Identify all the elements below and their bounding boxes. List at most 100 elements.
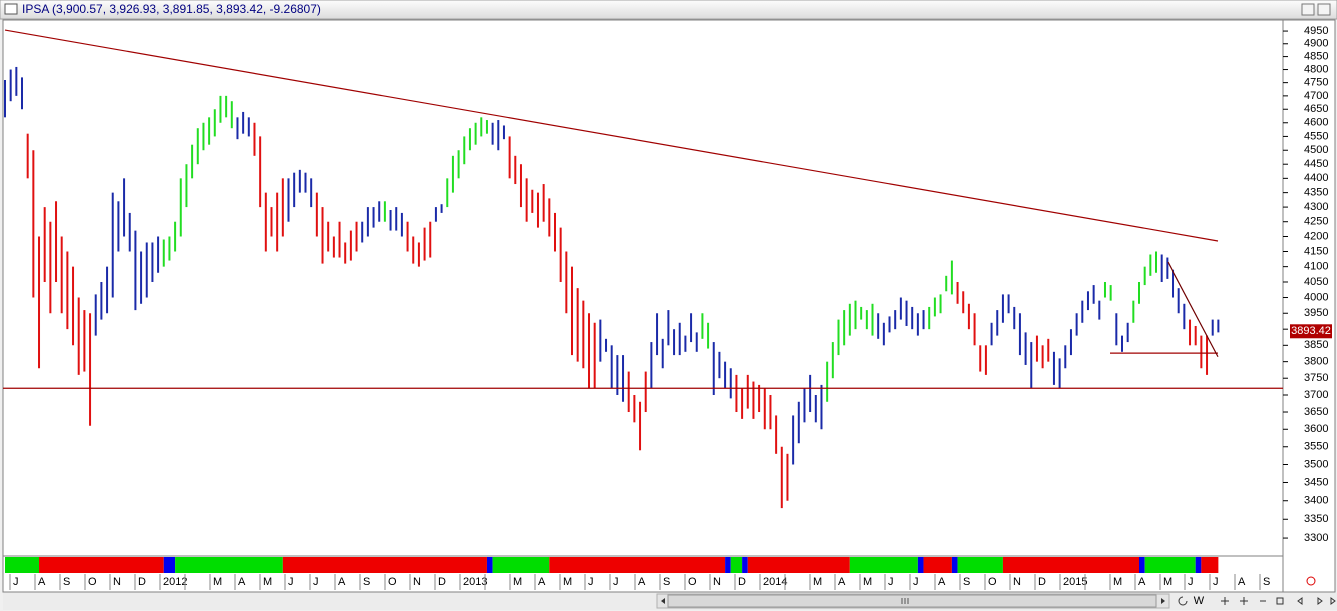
y-tick-label: 4050 [1304,276,1328,288]
x-tick-label: M [1163,576,1172,588]
x-tick-label: M [813,576,822,588]
regime-block [917,557,924,573]
x-tick-label: O [988,576,997,588]
y-tick-label: 4550 [1304,130,1328,142]
x-tick-label: J [288,576,294,588]
y-tick-label: 4000 [1304,291,1328,303]
regime-block [849,557,918,573]
x-tick-label: M [513,576,522,588]
x-tick-label: J [913,576,919,588]
x-tick-label: S [63,576,70,588]
regime-block [1201,557,1219,573]
x-tick-label: 2014 [763,576,787,588]
x-tick-label: M [1113,576,1122,588]
x-tick-label: A [238,576,246,588]
y-tick-label: 3400 [1304,495,1328,507]
y-tick-label: 3800 [1304,356,1328,368]
scrollbar-grip [901,598,909,604]
x-tick-label: S [963,576,970,588]
regime-block [492,557,550,573]
y-tick-label: 4200 [1304,230,1328,242]
x-tick-label: A [38,576,46,588]
regime-block [957,557,1003,573]
x-tick-label: 2012 [163,576,187,588]
regime-block [951,557,958,573]
y-tick-label: 3700 [1304,389,1328,401]
regime-block [282,557,487,573]
x-tick-label: N [1013,576,1021,588]
x-tick-label: S [1263,576,1270,588]
x-tick-label: O [388,576,397,588]
x-tick-label: O [688,576,697,588]
y-tick-label: 3500 [1304,458,1328,470]
y-tick-label: 3650 [1304,406,1328,418]
regime-block [742,557,748,573]
x-tick-label: A [938,576,946,588]
y-tick-label: 3350 [1304,513,1328,525]
y-tick-label: 4250 [1304,216,1328,228]
x-tick-label: J [888,576,894,588]
y-tick-label: 3750 [1304,372,1328,384]
y-tick-label: 4650 [1304,103,1328,115]
x-tick-label: D [1038,576,1046,588]
regime-block [1195,557,1202,573]
y-tick-label: 4950 [1304,25,1328,37]
regime-block [39,557,164,573]
y-axis-panel [1282,19,1336,593]
x-tick-label: N [113,576,121,588]
y-tick-label: 3950 [1304,307,1328,319]
y-tick-label: 4500 [1304,144,1328,156]
y-tick-label: 3550 [1304,441,1328,453]
x-tick-label: D [438,576,446,588]
last-price-badge [1290,324,1332,339]
y-tick-label: 4100 [1304,261,1328,273]
y-tick-label: 4750 [1304,77,1328,89]
regime-block [730,557,743,573]
regime-block [747,557,850,573]
x-tick-label: A [538,576,546,588]
x-tick-label: 2015 [1063,576,1087,588]
regime-block [163,557,176,573]
regime-block [5,557,40,573]
x-tick-label: S [363,576,370,588]
y-tick-label: 3450 [1304,476,1328,488]
x-tick-label: J [613,576,619,588]
x-tick-label: A [638,576,646,588]
y-tick-label: 4700 [1304,90,1328,102]
regime-block [725,557,731,573]
close-button[interactable] [1317,3,1331,16]
y-tick-label: 4900 [1304,38,1328,50]
maximize-button[interactable] [1301,3,1315,16]
y-tick-label: 4400 [1304,172,1328,184]
x-tick-label: A [1138,576,1146,588]
y-tick-label: 4850 [1304,50,1328,62]
status-icon [1306,576,1316,586]
x-tick-label: A [1238,576,1246,588]
x-tick-label: 2013 [463,576,487,588]
plot-area [2,19,1284,557]
x-tick-label: M [863,576,872,588]
x-tick-label: J [1188,576,1194,588]
x-tick-label: M [213,576,222,588]
regime-block [1144,557,1196,573]
plot-layer: J A S O N D 2012 M A M J J A S O N D 2013 M A M J J A S O N D 2014 M A… [3,29,1283,590]
title-bar [0,0,1337,20]
y-tick-label: 4600 [1304,117,1328,129]
trend-line [4,29,1219,242]
y-tick-label: 4450 [1304,158,1328,170]
x-tick-label: N [413,576,421,588]
regime-block [1139,557,1145,573]
y-tick-label: 3850 [1304,339,1328,351]
regime-block [175,557,283,573]
chart-title: IPSA (3,900.57, 3,926.93, 3,891.85, 3,89… [22,2,321,16]
regime-block [549,557,726,573]
toolbar-button[interactable]: W [1194,595,1205,607]
trend-line [1167,261,1219,358]
toolbar-icons[interactable] [1178,596,1336,606]
x-tick-label: J [13,576,19,588]
y-tick-label: 4150 [1304,245,1328,257]
x-tick-label: D [738,576,746,588]
scrollbar-thumb[interactable] [667,594,1157,608]
x-tick-label: A [838,576,846,588]
y-tick-label: 3300 [1304,532,1328,544]
